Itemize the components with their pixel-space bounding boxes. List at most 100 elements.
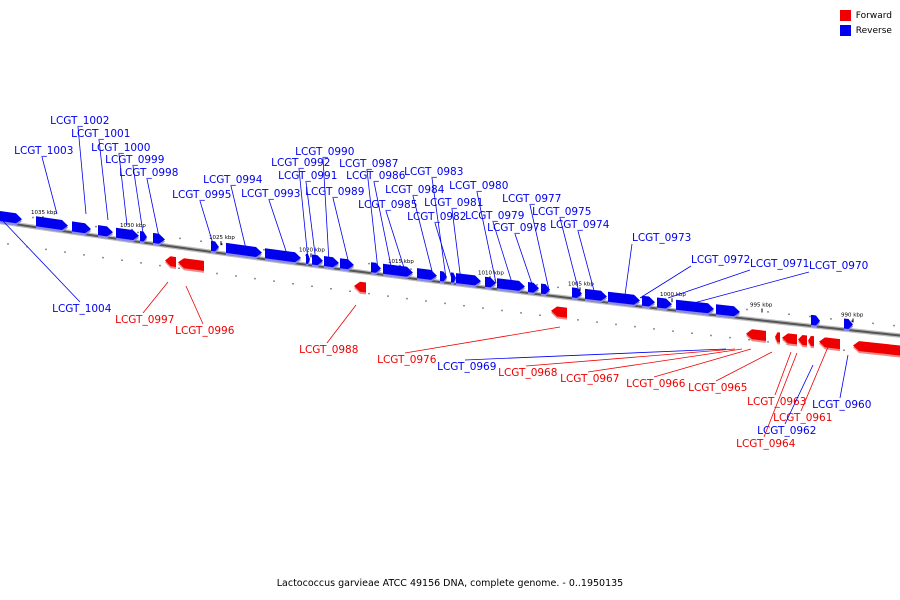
gene-label[interactable]: LCGT_0969 — [437, 361, 496, 373]
gene-arrow-lcgt_0983[interactable] — [451, 272, 456, 283]
gene-arrow-lcgt_0999[interactable] — [140, 231, 147, 242]
gene-arrow-lcgt_1002[interactable] — [72, 221, 91, 234]
gene-label[interactable]: LCGT_0978 — [487, 222, 546, 234]
gene-arrow-lcgt_0971[interactable] — [676, 299, 714, 314]
gene-arrow-lcgt_0976[interactable] — [551, 306, 567, 318]
gene-label[interactable]: LCGT_0963 — [747, 396, 806, 408]
gene-arrow-lcgt_0982[interactable] — [456, 273, 481, 286]
gene-label[interactable]: LCGT_0991 — [278, 170, 337, 182]
gene-arrow-lcgt_0997[interactable] — [165, 256, 176, 268]
gene-label[interactable]: LCGT_0968 — [498, 367, 557, 379]
gene-arrow-lcgt_0993[interactable] — [265, 248, 301, 263]
gene-arrow-lcgt_0968[interactable] — [746, 329, 766, 341]
gene-label[interactable]: LCGT_1004 — [52, 303, 112, 315]
gene-label[interactable]: LCGT_0960 — [812, 399, 871, 411]
legend-label-forward: Forward — [855, 10, 892, 21]
tick-label: 1000 kbp — [660, 292, 686, 298]
gene-arrow-lcgt_0991[interactable] — [312, 254, 323, 266]
legend-item-reverse: Reverse — [839, 23, 892, 38]
gene-arrow-lcgt_0966[interactable] — [782, 333, 797, 345]
gene-label[interactable]: LCGT_1000 — [91, 142, 150, 154]
gene-arrow-lcgt_0989[interactable] — [340, 258, 354, 270]
gene-arrow-lcgt_0981[interactable] — [485, 276, 496, 288]
gene-label[interactable]: LCGT_0994 — [203, 174, 263, 186]
gene-label[interactable]: LCGT_0974 — [550, 219, 610, 231]
gene-arrow-lcgt_1001[interactable] — [98, 225, 113, 237]
gene-label[interactable]: LCGT_0971 — [750, 258, 809, 270]
gene-arrow-lcgt_0960[interactable] — [812, 315, 820, 326]
tick-label: 1005 kbp — [568, 281, 594, 287]
gene-arrow-lcgt_1004[interactable] — [0, 210, 22, 224]
tick-label: 990 kbp — [841, 312, 864, 318]
gene-label[interactable]: LCGT_0967 — [560, 373, 619, 385]
gene-arrow-lcgt_0975[interactable] — [585, 288, 607, 301]
gene-label[interactable]: LCGT_0965 — [688, 382, 747, 394]
gene-label[interactable]: LCGT_0981 — [424, 197, 483, 209]
gene-arrow-lcgt_0964[interactable] — [853, 341, 900, 356]
gene-arrow-lcgt_0978[interactable] — [541, 283, 550, 295]
gene-label[interactable]: LCGT_0976 — [377, 354, 437, 366]
gene-label[interactable]: LCGT_0964 — [736, 438, 796, 450]
gene-label[interactable]: LCGT_0998 — [119, 167, 178, 179]
gene-label[interactable]: LCGT_0989 — [305, 186, 364, 198]
leader-line — [199, 200, 215, 248]
leader-line — [800, 346, 829, 412]
gene-label[interactable]: LCGT_0975 — [532, 206, 591, 218]
gene-label[interactable]: LCGT_1001 — [71, 128, 130, 140]
gene-arrow-lcgt_0987[interactable] — [371, 262, 381, 273]
leader-line — [667, 269, 751, 299]
gene-arrow-lcgt_0962[interactable] — [844, 318, 853, 330]
gene-arrow-lcgt_0980[interactable] — [497, 278, 525, 291]
gene-arrow-lcgt_0965[interactable] — [798, 335, 807, 346]
gene-label[interactable]: LCGT_0984 — [385, 184, 445, 196]
gene-label[interactable]: LCGT_1003 — [14, 145, 73, 157]
gene-label[interactable]: LCGT_0986 — [346, 170, 406, 182]
leader-line — [305, 181, 317, 263]
gene-label[interactable]: LCGT_0997 — [115, 314, 174, 326]
gene-arrow-lcgt_0979[interactable] — [528, 282, 539, 293]
leader-line — [98, 139, 109, 221]
gene-arrow-lcgt_0970[interactable] — [716, 304, 740, 317]
gene-arrow-lcgt_0963[interactable] — [808, 335, 814, 347]
gene-label[interactable]: LCGT_0970 — [809, 260, 868, 272]
gene-arrow-lcgt_0974[interactable] — [608, 291, 640, 305]
gene-arrow-lcgt_0990[interactable] — [324, 256, 339, 268]
gene-label[interactable]: LCGT_0973 — [632, 232, 691, 244]
gene-label[interactable]: LCGT_0990 — [295, 146, 354, 158]
gene-arrow-lcgt_0972[interactable] — [657, 297, 672, 309]
leader-line — [373, 181, 393, 272]
gene-label[interactable]: LCGT_1002 — [50, 115, 109, 127]
gene-label[interactable]: LCGT_0982 — [407, 211, 466, 223]
gene-label[interactable]: LCGT_0987 — [339, 158, 398, 170]
gene-label[interactable]: LCGT_0962 — [757, 425, 816, 437]
gene-label[interactable]: LCGT_0988 — [299, 344, 358, 356]
gene-label[interactable]: LCGT_0996 — [175, 325, 235, 337]
gene-arrow-lcgt_1003[interactable] — [36, 216, 68, 230]
gene-arrow-lcgt_0973[interactable] — [642, 295, 655, 307]
gene-label[interactable]: LCGT_0980 — [449, 180, 508, 192]
gene-arrow-lcgt_0967[interactable] — [775, 332, 780, 343]
gene-arrow-lcgt_0994[interactable] — [226, 242, 262, 257]
leader-line — [366, 169, 379, 271]
gene-label[interactable]: LCGT_0983 — [404, 166, 463, 178]
gene-arrow-lcgt_0998[interactable] — [153, 232, 165, 244]
gene-label[interactable]: LCGT_0966 — [626, 378, 686, 390]
forward-swatch — [839, 10, 851, 21]
gene-arrow-lcgt_0984[interactable] — [440, 271, 447, 282]
leader-line — [514, 233, 534, 288]
gene-arrow-lcgt_1000[interactable] — [116, 227, 139, 241]
gene-label[interactable]: LCGT_0979 — [465, 210, 524, 222]
gene-arrow-lcgt_0988[interactable] — [354, 281, 366, 293]
gene-label[interactable]: LCGT_0972 — [691, 254, 750, 266]
gene-label[interactable]: LCGT_0993 — [241, 188, 300, 200]
gene-label[interactable]: LCGT_0999 — [105, 154, 164, 166]
gene-arrow-lcgt_0961[interactable] — [819, 337, 840, 350]
gene-arrow-lcgt_0996[interactable] — [178, 258, 204, 271]
gene-label[interactable]: LCGT_0995 — [172, 189, 231, 201]
gene-label[interactable]: LCGT_0985 — [358, 199, 417, 211]
gene-label[interactable]: LCGT_0961 — [773, 412, 832, 424]
leader-line — [404, 326, 561, 354]
gene-label[interactable]: LCGT_0992 — [271, 157, 330, 169]
gene-label[interactable]: LCGT_0977 — [502, 193, 561, 205]
